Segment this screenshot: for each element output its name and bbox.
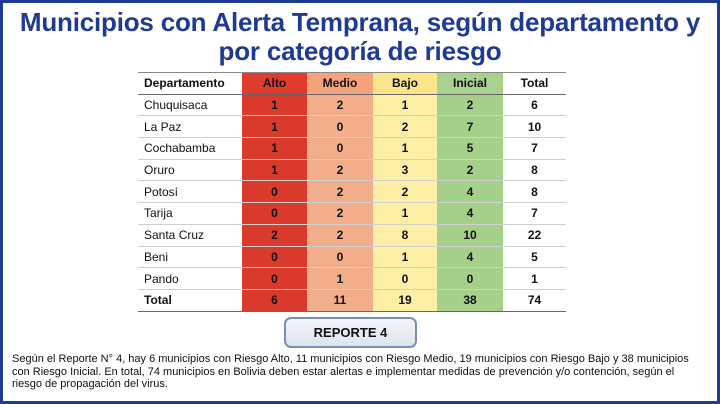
cell-departamento: Oruro: [138, 159, 242, 182]
cell-total: 10: [503, 115, 566, 139]
cell-inicial: 4: [437, 202, 503, 225]
cell-medio: 0: [307, 246, 373, 269]
cell-medio: 2: [307, 94, 373, 117]
cell-total: 22: [503, 224, 566, 247]
cell-departamento: La Paz: [138, 115, 242, 139]
cell-departamento: Tarija: [138, 202, 242, 225]
table-row: Beni 0 0 1 4 5: [138, 246, 566, 269]
cell-total: 6: [503, 94, 566, 117]
cell-inicial: 7: [437, 115, 503, 139]
cell-alto: 1: [242, 159, 307, 182]
cell-departamento: Chuquisaca: [138, 94, 242, 117]
cell-inicial: 5: [437, 137, 503, 160]
cell-departamento: Beni: [138, 246, 242, 269]
cell-alto: 0: [242, 246, 307, 269]
cell-bajo: 2: [373, 180, 437, 204]
cell-bajo: 1: [373, 94, 437, 117]
header-bajo: Bajo: [373, 72, 437, 95]
cell-inicial: 4: [437, 180, 503, 204]
header-total: Total: [503, 72, 566, 95]
table-row: Cochabamba 1 0 1 5 7: [138, 137, 566, 160]
table-row: Tarija 0 2 1 4 7: [138, 202, 566, 225]
cell-medio: 2: [307, 224, 373, 247]
cell-total: 7: [503, 202, 566, 225]
cell-bajo: 19: [373, 289, 437, 312]
header-departamento: Departamento: [138, 72, 242, 95]
cell-medio: 0: [307, 137, 373, 160]
cell-alto: 1: [242, 137, 307, 160]
cell-medio: 0: [307, 115, 373, 139]
cell-bajo: 1: [373, 246, 437, 269]
header-alto: Alto: [242, 72, 307, 95]
cell-medio: 1: [307, 267, 373, 290]
cell-medio: 2: [307, 180, 373, 204]
cell-alto: 0: [242, 267, 307, 290]
cell-medio: 2: [307, 159, 373, 182]
cell-medio: 2: [307, 202, 373, 225]
cell-total: 1: [503, 267, 566, 290]
table-header-row: Departamento Alto Medio Bajo Inicial Tot…: [138, 72, 566, 95]
cell-departamento: Pando: [138, 267, 242, 290]
cell-medio: 11: [307, 289, 373, 312]
report-button[interactable]: REPORTE 4: [284, 317, 417, 348]
cell-departamento: Total: [138, 289, 242, 312]
cell-alto: 1: [242, 94, 307, 117]
table-row: Santa Cruz 2 2 8 10 22: [138, 224, 566, 247]
cell-alto: 6: [242, 289, 307, 312]
cell-inicial: 0: [437, 267, 503, 290]
cell-inicial: 2: [437, 94, 503, 117]
cell-bajo: 8: [373, 224, 437, 247]
table-row: Pando 0 1 0 0 1: [138, 267, 566, 290]
table-row: La Paz 1 0 2 7 10: [138, 115, 566, 139]
table-row: Chuquisaca 1 2 1 2 6: [138, 94, 566, 117]
cell-bajo: 1: [373, 137, 437, 160]
cell-alto: 0: [242, 180, 307, 204]
cell-bajo: 2: [373, 115, 437, 139]
cell-total: 8: [503, 159, 566, 182]
cell-departamento: Potosí: [138, 180, 242, 204]
cell-total: 8: [503, 180, 566, 204]
cell-bajo: 0: [373, 267, 437, 290]
page-title: Municipios con Alerta Temprana, según de…: [19, 7, 701, 66]
cell-bajo: 3: [373, 159, 437, 182]
cell-departamento: Cochabamba: [138, 137, 242, 160]
cell-total: 5: [503, 246, 566, 269]
header-inicial: Inicial: [437, 72, 503, 95]
cell-bajo: 1: [373, 202, 437, 225]
description-text: Según el Reporte N° 4, hay 6 municipios …: [12, 353, 689, 390]
cell-alto: 1: [242, 115, 307, 139]
cell-inicial: 4: [437, 246, 503, 269]
cell-alto: 2: [242, 224, 307, 247]
risk-table: Departamento Alto Medio Bajo Inicial Tot…: [138, 72, 566, 312]
cell-total: 74: [503, 289, 566, 312]
cell-inicial: 10: [437, 224, 503, 247]
cell-alto: 0: [242, 202, 307, 225]
cell-departamento: Santa Cruz: [138, 224, 242, 247]
table-total-row: Total 6 11 19 38 74: [138, 289, 566, 312]
cell-inicial: 38: [437, 289, 503, 312]
table-row: Potosí 0 2 2 4 8: [138, 180, 566, 204]
cell-inicial: 2: [437, 159, 503, 182]
table-row: Oruro 1 2 3 2 8: [138, 159, 566, 182]
cell-total: 7: [503, 137, 566, 160]
header-medio: Medio: [307, 72, 373, 95]
